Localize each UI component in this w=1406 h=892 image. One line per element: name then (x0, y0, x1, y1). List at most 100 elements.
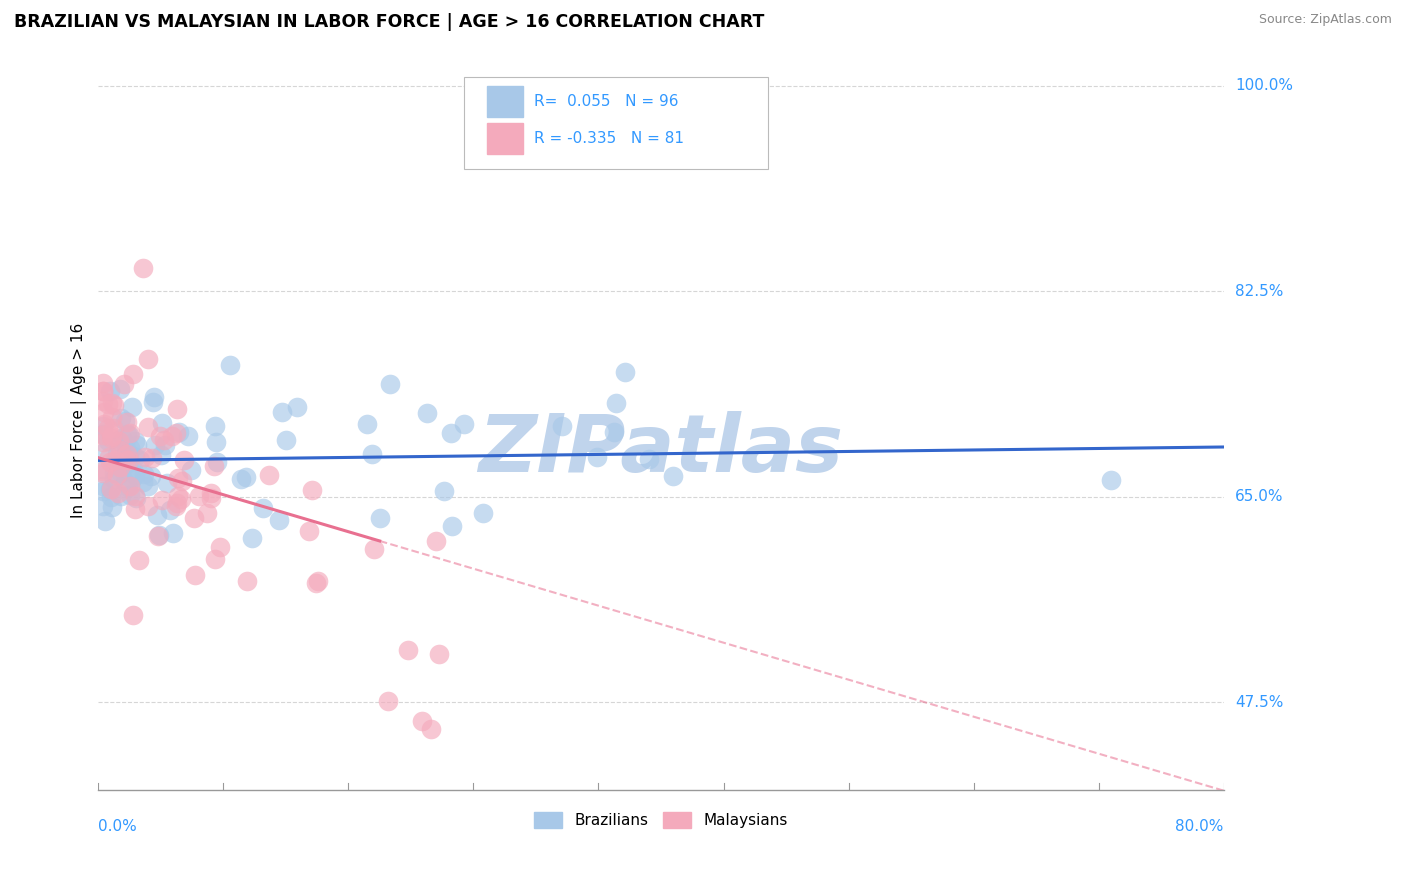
Text: 100.0%: 100.0% (1234, 78, 1294, 94)
Point (98, 454, 121, 468)
Point (235, 470, 257, 484)
Point (149, 429, 172, 443)
Point (396, 643, 419, 657)
Point (166, 471, 188, 485)
Point (378, 376, 401, 391)
Point (416, 406, 439, 420)
Point (195, 506, 218, 520)
Point (425, 534, 447, 549)
Point (440, 426, 463, 441)
Point (183, 567, 205, 582)
Point (105, 468, 128, 483)
Point (661, 468, 683, 483)
Point (108, 460, 131, 475)
Point (170, 474, 193, 488)
Point (433, 483, 456, 498)
Point (285, 400, 308, 414)
Point (93, 405, 115, 419)
Point (117, 456, 139, 470)
Point (122, 367, 145, 381)
Point (98, 482, 121, 496)
Point (605, 396, 627, 410)
Point (91, 463, 114, 477)
Point (110, 466, 132, 480)
Text: 0.0%: 0.0% (98, 820, 138, 835)
Point (93, 417, 115, 432)
Point (143, 438, 166, 452)
Point (269, 513, 291, 527)
Point (165, 499, 187, 513)
Bar (486, 87, 523, 117)
Point (271, 405, 294, 419)
Point (98, 384, 121, 398)
Text: 80.0%: 80.0% (1175, 820, 1223, 835)
Point (120, 442, 142, 456)
Point (148, 528, 170, 542)
Point (112, 376, 135, 391)
FancyBboxPatch shape (464, 77, 768, 169)
Point (101, 429, 124, 443)
Point (134, 450, 156, 464)
Text: 82.5%: 82.5% (1234, 284, 1284, 299)
Legend: Brazilians, Malaysians: Brazilians, Malaysians (529, 806, 793, 834)
Point (200, 491, 222, 505)
Point (167, 425, 190, 439)
Point (136, 351, 159, 366)
Point (117, 427, 139, 442)
Point (208, 540, 231, 554)
Point (427, 647, 450, 661)
Point (103, 467, 125, 481)
Point (124, 502, 146, 516)
Point (91, 384, 114, 399)
Point (104, 454, 127, 468)
Point (156, 476, 179, 491)
Bar (486, 123, 523, 154)
Text: 47.5%: 47.5% (1234, 695, 1284, 710)
Point (117, 480, 139, 494)
Point (200, 485, 222, 500)
Text: R = -0.335   N = 81: R = -0.335 N = 81 (534, 131, 683, 146)
Point (187, 489, 209, 503)
Point (240, 531, 263, 545)
Point (1099, 473, 1122, 487)
Point (136, 478, 159, 492)
Point (231, 472, 253, 486)
Point (114, 475, 136, 490)
Point (105, 434, 128, 448)
Point (180, 463, 202, 477)
Point (124, 434, 146, 448)
Point (440, 519, 463, 533)
Text: R=  0.055   N = 96: R= 0.055 N = 96 (534, 95, 678, 109)
Point (104, 452, 127, 467)
Point (146, 529, 169, 543)
Point (252, 501, 274, 516)
Point (103, 472, 125, 486)
Point (143, 390, 166, 404)
Point (202, 459, 225, 474)
Point (307, 574, 329, 588)
Point (259, 468, 281, 483)
Point (166, 489, 188, 503)
Point (91, 478, 114, 492)
Point (91, 462, 114, 476)
Text: 65.0%: 65.0% (1234, 489, 1284, 504)
Point (132, 467, 155, 482)
Point (146, 508, 169, 522)
Point (165, 426, 187, 441)
Point (356, 417, 378, 431)
Point (100, 490, 122, 504)
Point (153, 438, 176, 452)
Point (276, 433, 298, 447)
Point (91, 418, 114, 433)
Point (125, 491, 148, 506)
Point (177, 429, 200, 443)
Point (411, 714, 433, 728)
Point (101, 410, 124, 425)
Point (108, 442, 131, 457)
Point (103, 398, 125, 412)
Point (173, 452, 195, 467)
Point (97, 434, 120, 449)
Point (115, 452, 138, 467)
Point (100, 500, 122, 515)
Point (91, 376, 114, 391)
